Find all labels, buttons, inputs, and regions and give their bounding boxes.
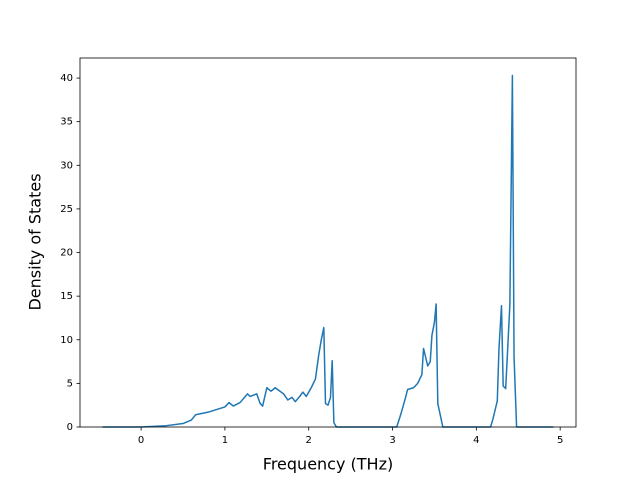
y-tick-label: 35 [60,117,73,128]
y-tick-label: 20 [60,248,73,259]
y-axis-label: Density of States [26,173,45,310]
x-tick-label: 3 [389,435,395,446]
data-line [102,74,554,428]
y-tick-label: 30 [60,160,73,171]
x-tick-label: 1 [222,435,228,446]
x-axis-label: Frequency (THz) [263,455,393,474]
y-tick-label: 10 [60,335,73,346]
x-tick-label: 5 [557,435,563,446]
y-tick-label: 15 [60,291,73,302]
y-tick-label: 25 [60,204,73,215]
y-tick-label: 40 [60,73,73,84]
x-tick-label: 4 [473,435,479,446]
plot-frame [79,57,577,428]
x-tick-label: 2 [306,435,312,446]
x-tick-label: 0 [138,435,144,446]
y-tick-label: 0 [67,422,73,433]
y-tick-label: 5 [67,378,73,389]
